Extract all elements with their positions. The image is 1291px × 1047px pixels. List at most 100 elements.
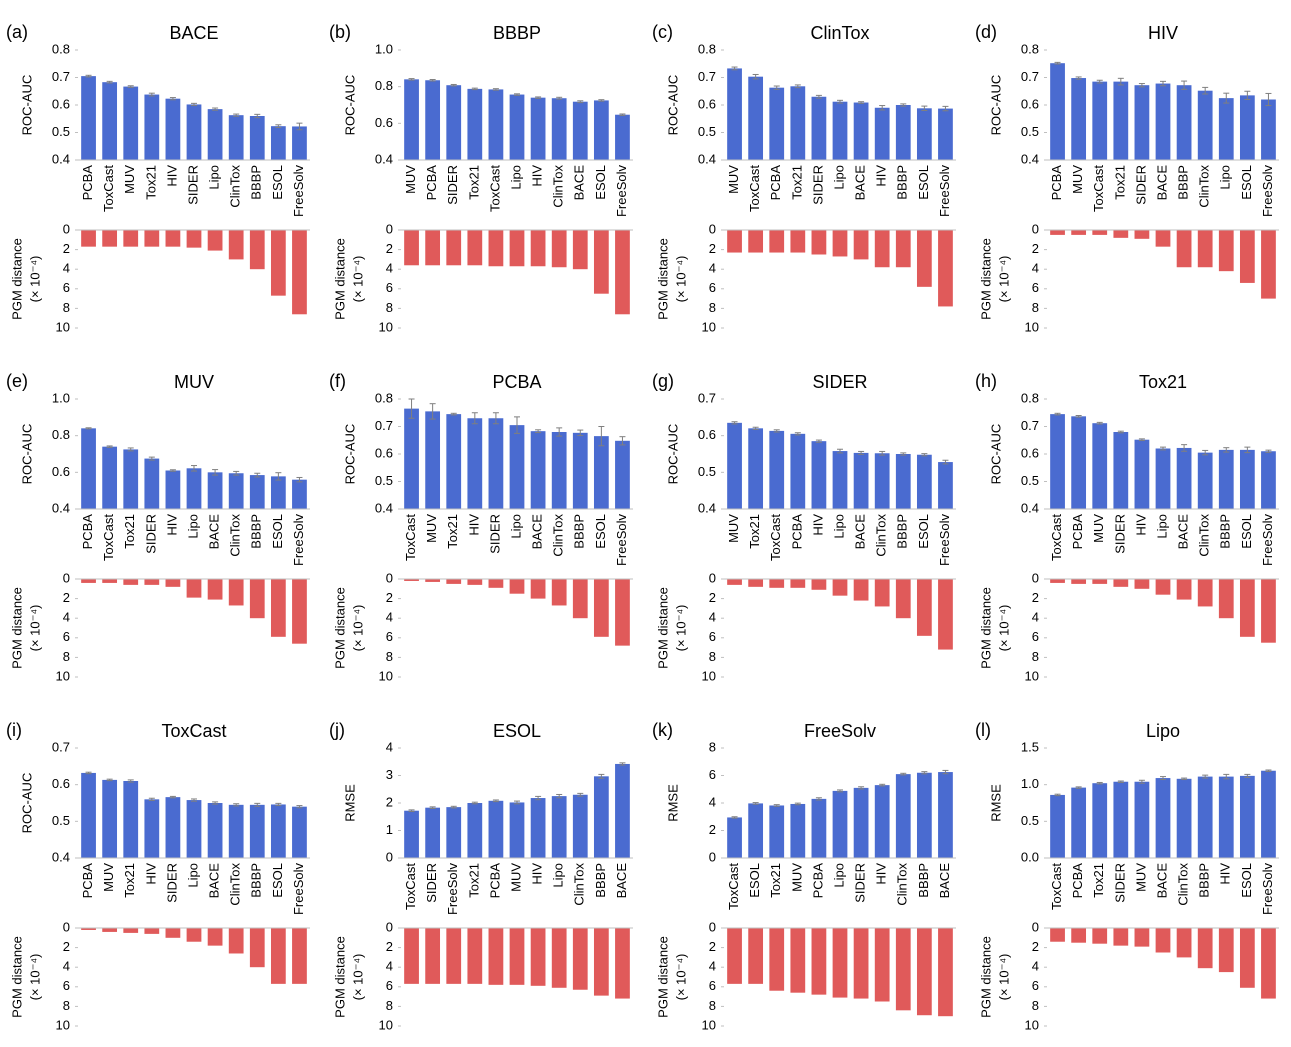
error-bar [85, 771, 92, 775]
x-tick-label: HIV [874, 165, 889, 187]
y-tick-label: 6 [709, 978, 716, 993]
y-tick-label: 10 [1025, 668, 1039, 683]
x-tick-label: Lipo [508, 165, 523, 190]
bar [488, 928, 504, 985]
bar [832, 451, 848, 509]
bar [425, 579, 441, 582]
y-tick-label: 4 [1032, 261, 1039, 276]
error-bar [254, 472, 261, 478]
chart-title: ClinTox [810, 23, 869, 43]
bar [1218, 230, 1234, 272]
y-tick-label: 2 [709, 822, 716, 837]
bar [509, 425, 525, 509]
y-tick-label: 8 [386, 998, 393, 1013]
x-tick-label: BBBP [572, 514, 587, 549]
error-bar [254, 113, 261, 119]
bar [811, 798, 827, 858]
bar [1155, 928, 1171, 953]
error-bar [212, 801, 219, 805]
y-tick-label: 6 [1032, 978, 1039, 993]
error-bar [942, 459, 949, 465]
error-bar [429, 79, 436, 82]
error-bar [1160, 80, 1166, 87]
x-tick-label: MUV [1091, 514, 1106, 543]
x-tick-label: Lipo [831, 863, 846, 888]
y-tick-label: 6 [386, 629, 393, 644]
y-tick-label: 1.0 [1021, 776, 1039, 791]
x-tick-label: Tox21 [789, 165, 804, 200]
y-tick-label: 0.4 [698, 151, 716, 166]
bar [727, 817, 742, 858]
x-tick-label: BBBP [1176, 165, 1191, 200]
bar [895, 105, 911, 160]
chart-title: ESOL [493, 721, 541, 741]
error-bar [1096, 421, 1103, 425]
error-bar [1117, 77, 1124, 86]
chart-title: MUV [174, 372, 214, 392]
bar [572, 928, 588, 990]
y-tick-label: 0.4 [52, 151, 70, 166]
error-bar [1181, 777, 1188, 781]
error-bar [429, 806, 436, 809]
error-bar [773, 429, 780, 433]
bar [81, 230, 96, 247]
bar [572, 101, 588, 160]
bar [530, 431, 546, 509]
bar [270, 928, 286, 984]
x-tick-label: PCBA [80, 514, 95, 550]
bar [790, 803, 806, 858]
bar [748, 428, 764, 509]
bar [1197, 928, 1213, 969]
x-tick-label: ClinTox [228, 165, 243, 208]
bar [593, 436, 609, 509]
bar [1071, 230, 1087, 235]
chart-title: ToxCast [161, 721, 226, 741]
bar [81, 76, 96, 160]
x-tick-label: SIDER [164, 863, 179, 903]
bar [1092, 783, 1108, 858]
y-tick-label: 2 [63, 590, 70, 605]
bar [1261, 770, 1276, 858]
bar [123, 230, 139, 247]
bar [446, 579, 462, 584]
x-tick-label: SIDER [487, 514, 502, 554]
error-bar [127, 447, 134, 452]
x-tick-label: MUV [424, 514, 439, 543]
bar [425, 411, 441, 509]
bar [916, 230, 932, 287]
y-tick-label: 6 [709, 767, 716, 782]
panel-label: (j) [329, 720, 345, 740]
y-axis-label: RMSE [665, 784, 680, 822]
bar [811, 928, 827, 995]
error-bar [148, 92, 155, 97]
x-tick-label: ToxCast [403, 514, 418, 561]
x-tick-label: ClinTox [551, 514, 566, 557]
bar [853, 928, 869, 999]
y-tick-label: 2 [386, 590, 393, 605]
error-bar [127, 85, 134, 88]
bar [1261, 99, 1276, 160]
error-bar [296, 805, 303, 809]
error-bar [1202, 774, 1209, 779]
bar [228, 804, 244, 858]
bar [727, 68, 742, 160]
y-tick-label: 0.4 [375, 500, 393, 515]
bar [1176, 447, 1192, 509]
x-tick-label: FreeSolv [614, 514, 629, 567]
error-bar [275, 472, 282, 481]
error-bar [1244, 446, 1251, 454]
bar [572, 579, 588, 619]
y-axis-label: PGM distance [655, 238, 670, 320]
bar [144, 799, 160, 858]
y-axis-label: ROC-AUC [665, 424, 680, 485]
y-tick-label: 0 [1032, 570, 1039, 585]
y-tick-label: 0.5 [52, 124, 70, 139]
bar [1071, 78, 1087, 160]
chart-title: HIV [1148, 23, 1178, 43]
bar [404, 408, 419, 509]
bar [446, 230, 462, 266]
bar [207, 109, 223, 160]
bar [207, 579, 223, 600]
y-tick-label: 0.4 [1021, 151, 1039, 166]
error-bar [858, 450, 865, 455]
